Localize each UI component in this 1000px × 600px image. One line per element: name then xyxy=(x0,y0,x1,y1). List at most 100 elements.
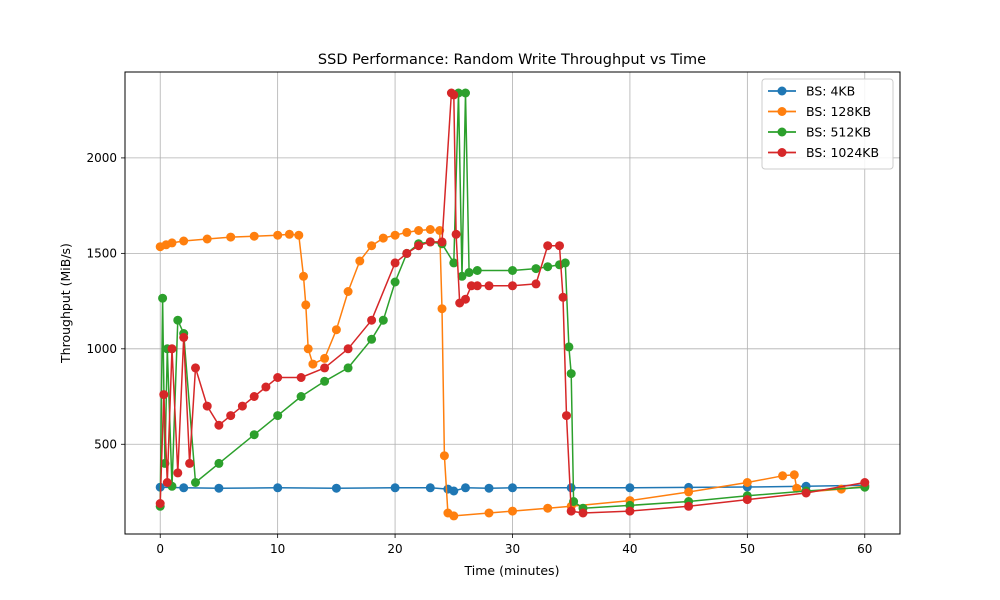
data-point xyxy=(202,234,212,244)
data-point xyxy=(625,483,635,493)
data-point xyxy=(425,225,435,234)
x-tick-label: 0 xyxy=(156,542,164,556)
series-4 xyxy=(155,88,870,518)
data-point xyxy=(449,90,459,100)
data-point xyxy=(273,483,283,493)
data-point xyxy=(273,230,283,240)
data-point xyxy=(472,266,482,275)
data-point xyxy=(778,471,788,481)
data-point xyxy=(301,300,311,310)
legend-label: BS: 512KB xyxy=(806,125,871,140)
chart-title: SSD Performance: Random Write Throughput… xyxy=(318,52,706,68)
data-point xyxy=(249,392,259,401)
data-point xyxy=(543,241,553,251)
data-point xyxy=(237,401,247,411)
data-point xyxy=(261,382,271,392)
legend-marker xyxy=(777,148,787,157)
data-point xyxy=(390,230,400,240)
data-point xyxy=(273,373,283,382)
x-tick-label: 30 xyxy=(505,542,520,556)
data-point xyxy=(294,230,304,240)
legend-marker xyxy=(777,107,787,116)
data-point xyxy=(390,483,400,493)
data-point xyxy=(439,451,449,461)
data-point xyxy=(625,506,635,516)
data-point xyxy=(472,281,482,291)
data-point xyxy=(355,256,365,266)
data-point xyxy=(249,231,259,241)
legend-marker xyxy=(777,127,787,137)
data-point xyxy=(414,226,424,235)
data-point xyxy=(742,478,752,487)
data-point xyxy=(308,359,318,369)
data-point xyxy=(684,487,694,497)
data-point xyxy=(402,248,412,258)
data-point xyxy=(167,238,177,248)
x-tick-label: 40 xyxy=(622,542,637,556)
data-point xyxy=(343,287,353,296)
data-point xyxy=(320,376,330,386)
data-point xyxy=(484,281,494,291)
data-point xyxy=(449,258,459,268)
data-point xyxy=(378,315,388,325)
data-point xyxy=(155,499,165,508)
x-tick-label: 50 xyxy=(740,542,755,556)
data-point xyxy=(343,344,353,354)
data-point xyxy=(508,506,517,516)
data-point xyxy=(437,304,447,314)
data-point xyxy=(566,483,576,493)
data-point xyxy=(508,266,517,275)
data-point xyxy=(578,508,588,518)
legend-label: BS: 4KB xyxy=(806,84,855,99)
data-point xyxy=(558,292,568,302)
data-point xyxy=(179,236,189,246)
data-point xyxy=(461,294,470,304)
data-point xyxy=(320,363,330,373)
legend-box xyxy=(761,78,894,170)
data-point xyxy=(461,88,470,98)
data-point xyxy=(464,268,474,277)
data-point xyxy=(684,501,694,511)
data-point xyxy=(390,258,400,268)
data-point xyxy=(378,233,388,243)
data-point xyxy=(449,511,459,521)
data-point xyxy=(191,478,200,487)
data-point xyxy=(742,495,752,505)
legend: BS: 4KB BS: 128KB BS: 512KB BS: 1024KB xyxy=(761,78,894,170)
data-point xyxy=(191,363,200,373)
series-2 xyxy=(155,225,870,521)
data-point xyxy=(484,508,494,518)
data-point xyxy=(173,315,183,325)
data-point xyxy=(457,271,467,281)
series-line xyxy=(160,484,865,492)
data-point xyxy=(296,373,306,382)
x-axis-label: Time (minutes) xyxy=(464,563,560,578)
data-point xyxy=(543,262,553,272)
data-point xyxy=(158,293,168,303)
data-point xyxy=(214,483,224,493)
data-point xyxy=(273,411,283,421)
data-point xyxy=(320,353,330,363)
data-point xyxy=(543,503,553,513)
data-point xyxy=(451,229,461,239)
data-point xyxy=(179,483,189,493)
data-point xyxy=(531,264,541,274)
data-point xyxy=(296,392,306,401)
legend-label: BS: 128KB xyxy=(806,104,871,119)
x-tick-label: 10 xyxy=(270,542,285,556)
data-point xyxy=(367,241,377,251)
data-point xyxy=(284,229,294,239)
data-point xyxy=(214,420,224,430)
data-point xyxy=(402,227,412,237)
data-point xyxy=(860,478,870,487)
data-point xyxy=(162,478,172,487)
data-point xyxy=(801,488,811,498)
legend-marker xyxy=(777,86,787,96)
y-tick-label: 1500 xyxy=(86,246,117,260)
data-point xyxy=(299,271,308,281)
data-point xyxy=(167,344,177,354)
data-point xyxy=(461,483,470,493)
data-point xyxy=(226,411,236,421)
data-point xyxy=(555,241,564,251)
